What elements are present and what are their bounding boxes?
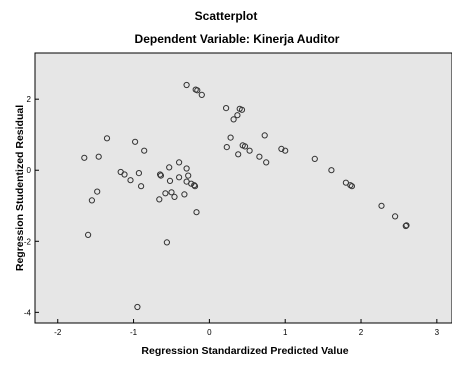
data-point xyxy=(223,144,230,151)
data-point xyxy=(238,106,246,113)
data-point xyxy=(263,159,270,166)
data-point xyxy=(194,87,201,94)
x-tick-label: -1 xyxy=(130,328,138,337)
data-point xyxy=(181,191,188,198)
x-tick-label: 2 xyxy=(359,328,364,337)
data-point xyxy=(121,171,128,178)
data-point xyxy=(134,303,141,311)
chart-subtitle: Dependent Variable: Kinerja Auditor xyxy=(135,32,340,46)
data-point xyxy=(157,172,164,179)
data-point xyxy=(81,154,88,161)
data-point xyxy=(311,155,318,162)
data-point xyxy=(230,116,237,123)
data-point xyxy=(198,91,205,99)
data-point xyxy=(223,105,230,112)
data-point xyxy=(176,174,183,181)
chart-title: Scatterplot xyxy=(195,9,258,23)
data-point xyxy=(278,145,285,152)
data-point xyxy=(94,188,101,195)
data-point xyxy=(347,182,354,189)
data-point xyxy=(328,167,335,174)
data-point xyxy=(156,196,163,203)
axis-ticks: -2 -1 0 1 2 3 -4 -2 0 2 xyxy=(24,95,440,337)
x-tick-label: 1 xyxy=(283,328,288,337)
y-tick-label: 2 xyxy=(27,95,32,104)
y-axis-label: Regression Studentized Residual xyxy=(14,105,26,271)
data-point xyxy=(246,147,253,154)
data-point xyxy=(378,202,385,209)
data-point xyxy=(183,165,190,172)
data-point xyxy=(103,135,111,142)
data-points xyxy=(81,81,410,311)
data-point xyxy=(85,231,92,238)
data-point xyxy=(235,151,242,158)
data-point xyxy=(227,134,234,141)
data-point xyxy=(183,81,190,89)
data-point xyxy=(234,112,241,119)
data-point xyxy=(166,164,173,171)
x-tick-label: 3 xyxy=(435,328,440,337)
data-point xyxy=(141,147,148,154)
data-point xyxy=(171,193,178,200)
data-point xyxy=(135,170,142,177)
y-tick-label: -4 xyxy=(24,308,32,317)
data-point xyxy=(176,159,183,166)
x-tick-label: -2 xyxy=(54,328,62,337)
plot-area xyxy=(34,52,452,324)
data-point xyxy=(342,179,349,186)
data-point xyxy=(282,147,289,154)
data-point xyxy=(132,138,139,145)
data-point xyxy=(191,182,198,189)
data-point xyxy=(95,153,102,160)
data-point xyxy=(127,177,134,184)
data-point xyxy=(166,177,174,184)
data-point xyxy=(193,209,200,216)
x-axis-label: Regression Standardized Predicted Value xyxy=(141,345,348,357)
data-point xyxy=(403,222,410,229)
data-point xyxy=(185,172,192,179)
y-tick-label: -2 xyxy=(24,237,32,246)
data-point xyxy=(163,239,170,246)
data-point xyxy=(191,183,199,190)
data-point xyxy=(88,197,96,204)
data-point xyxy=(138,183,145,190)
data-point xyxy=(241,143,249,150)
data-point xyxy=(162,190,169,197)
y-tick-label: 0 xyxy=(27,166,32,175)
data-point xyxy=(261,132,268,139)
data-point xyxy=(157,171,164,178)
data-point xyxy=(392,213,399,220)
data-point xyxy=(256,153,263,160)
x-tick-label: 0 xyxy=(207,328,212,337)
data-point xyxy=(348,183,355,190)
data-point xyxy=(168,189,175,196)
data-point xyxy=(402,222,409,230)
